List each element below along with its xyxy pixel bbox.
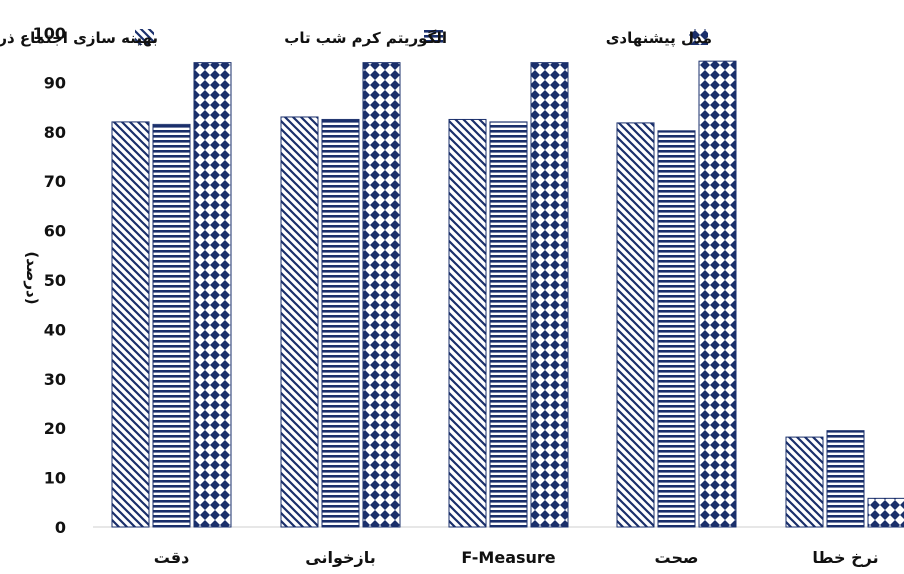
x-tick-labels: دقت بازخوانی F-Measure صحت نرخ خطا <box>154 548 879 567</box>
y-tick-labels: 0 10 20 30 40 50 60 70 80 90 100 <box>33 24 66 537</box>
bar <box>111 121 150 528</box>
y-tick-label: 70 <box>44 172 66 191</box>
y-tick-label: 80 <box>44 123 66 142</box>
y-tick-label: 20 <box>44 419 66 438</box>
y-tick-label: 0 <box>55 518 66 537</box>
y-axis-title: (درصد) <box>23 251 41 304</box>
x-tick-label: F-Measure <box>461 548 555 567</box>
bar <box>657 130 696 528</box>
bar <box>152 123 191 528</box>
legend: بهینه سازی اجتماع ذرات الگوریتم کرم شب ت… <box>0 29 712 48</box>
legend-label-pso: بهینه سازی اجتماع ذرات <box>0 29 158 47</box>
bar <box>867 497 904 528</box>
bar <box>448 118 487 528</box>
legend-swatch-proposed <box>689 29 708 45</box>
y-tick-label: 50 <box>44 271 66 290</box>
bar <box>280 116 319 528</box>
bar <box>698 60 737 528</box>
x-tick-label: صحت <box>655 548 699 567</box>
bars <box>111 60 904 528</box>
y-tick-label: 40 <box>44 320 66 339</box>
bar <box>193 62 232 528</box>
bar <box>530 62 569 528</box>
bar <box>489 121 528 528</box>
y-tick-label: 100 <box>33 24 66 43</box>
bar <box>362 62 401 528</box>
bar <box>785 436 824 528</box>
legend-label-proposed: مدل پیشنهادی <box>606 29 712 48</box>
legend-label-firefly: الگوریتم کرم شب تاب <box>284 29 447 47</box>
legend-swatch-firefly <box>424 29 443 45</box>
bar <box>616 122 655 528</box>
x-tick-label: نرخ خطا <box>812 548 878 567</box>
bar <box>321 118 360 528</box>
y-tick-label: 60 <box>44 222 66 241</box>
x-tick-label: دقت <box>154 548 190 567</box>
y-tick-label: 10 <box>44 469 66 488</box>
bar <box>826 430 865 528</box>
y-tick-label: 30 <box>44 370 66 389</box>
y-tick-label: 90 <box>44 73 66 92</box>
x-tick-label: بازخوانی <box>305 548 375 567</box>
legend-swatch-pso <box>135 29 154 45</box>
